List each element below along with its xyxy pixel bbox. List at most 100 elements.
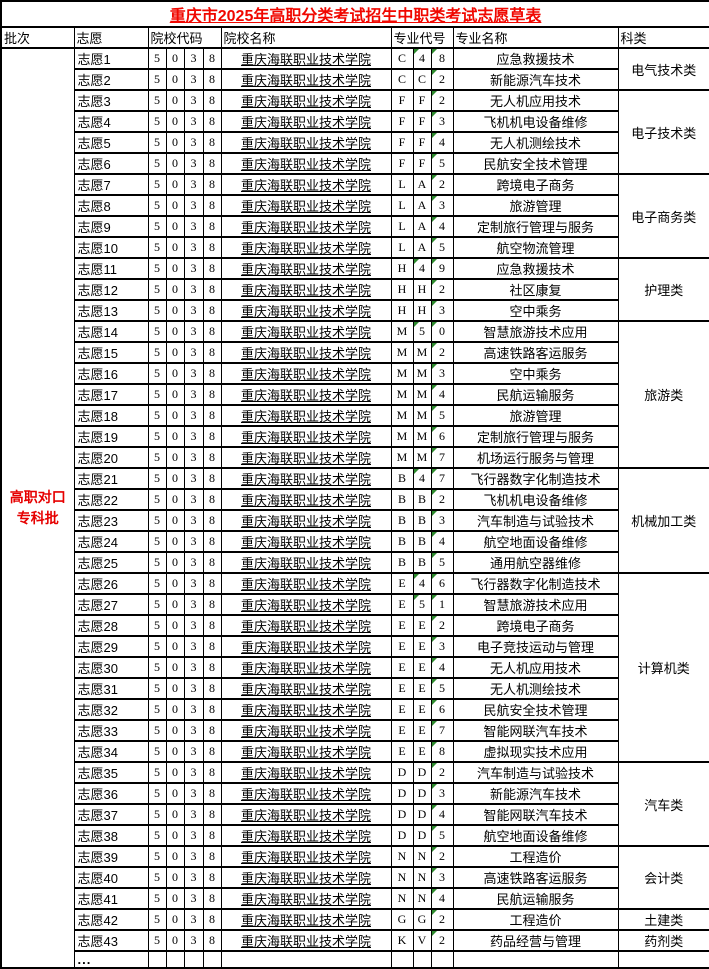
college-name-cell[interactable] <box>220 950 392 969</box>
category-cell[interactable] <box>617 950 709 969</box>
college-code-digit-cell[interactable]: 3 <box>183 89 204 112</box>
major-code-cell[interactable]: F <box>390 131 414 154</box>
major-name-cell[interactable]: 智能网联汽车技术 <box>452 803 619 826</box>
college-code-digit-cell[interactable]: 0 <box>165 635 185 658</box>
college-name-cell[interactable]: 重庆海联职业技术学院 <box>220 152 392 175</box>
major-code-cell[interactable]: B <box>412 509 432 532</box>
major-code-cell[interactable]: A <box>412 215 432 238</box>
college-name-cell[interactable]: 重庆海联职业技术学院 <box>220 362 392 385</box>
major-code-cell[interactable]: D <box>390 803 414 826</box>
college-code-digit-cell[interactable]: 5 <box>147 761 167 784</box>
major-code-cell[interactable]: F <box>412 110 432 133</box>
college-code-digit-cell[interactable]: 0 <box>165 845 185 868</box>
college-code-digit-cell[interactable]: 3 <box>183 299 204 322</box>
preference-cell[interactable]: 志愿18 <box>73 404 149 427</box>
college-code-digit-cell[interactable]: 0 <box>165 593 185 616</box>
preference-cell[interactable]: 志愿29 <box>73 635 149 658</box>
major-code-cell[interactable]: E <box>390 719 414 742</box>
college-code-digit-cell[interactable]: 8 <box>202 593 222 616</box>
college-name-cell[interactable]: 重庆海联职业技术学院 <box>220 110 392 133</box>
preference-cell[interactable]: 志愿25 <box>73 551 149 574</box>
category-cell[interactable]: 机械加工类 <box>617 467 709 574</box>
college-code-digit-cell[interactable]: 0 <box>165 530 185 553</box>
major-code-cell[interactable]: N <box>390 866 414 889</box>
college-code-digit-cell[interactable]: 5 <box>147 68 167 91</box>
major-name-cell[interactable]: 民航安全技术管理 <box>452 698 619 721</box>
preference-cell[interactable]: 志愿21 <box>73 467 149 490</box>
college-code-digit-cell[interactable]: 3 <box>183 383 204 406</box>
preference-cell[interactable]: ... <box>73 950 149 969</box>
major-code-cell[interactable]: 3 <box>430 299 454 322</box>
college-code-digit-cell[interactable]: 5 <box>147 152 167 175</box>
major-code-cell[interactable]: N <box>412 887 432 910</box>
major-name-cell[interactable]: 飞机机电设备维修 <box>452 110 619 133</box>
major-code-cell[interactable]: N <box>412 866 432 889</box>
preference-cell[interactable]: 志愿42 <box>73 908 149 931</box>
major-code-cell[interactable]: 4 <box>430 656 454 679</box>
college-name-cell[interactable]: 重庆海联职业技术学院 <box>220 614 392 637</box>
major-code-cell[interactable]: 5 <box>430 236 454 259</box>
major-code-cell[interactable]: 4 <box>430 530 454 553</box>
category-cell[interactable]: 护理类 <box>617 257 709 322</box>
college-code-digit-cell[interactable]: 8 <box>202 803 222 826</box>
major-code-cell[interactable]: D <box>412 761 432 784</box>
major-code-cell[interactable]: 2 <box>430 278 454 301</box>
preference-cell[interactable]: 志愿5 <box>73 131 149 154</box>
major-name-cell[interactable]: 机场运行服务与管理 <box>452 446 619 469</box>
major-code-cell[interactable]: 4 <box>430 215 454 238</box>
college-code-digit-cell[interactable]: 5 <box>147 656 167 679</box>
college-code-digit-cell[interactable]: 0 <box>165 509 185 532</box>
major-name-cell[interactable]: 跨境电子商务 <box>452 173 619 196</box>
major-code-cell[interactable]: D <box>390 761 414 784</box>
college-code-digit-cell[interactable]: 5 <box>147 698 167 721</box>
major-code-cell[interactable] <box>430 950 454 969</box>
college-code-digit-cell[interactable]: 0 <box>165 47 185 70</box>
preference-cell[interactable]: 志愿15 <box>73 341 149 364</box>
major-code-cell[interactable]: A <box>412 173 432 196</box>
major-code-cell[interactable]: 5 <box>412 320 432 343</box>
preference-cell[interactable]: 志愿27 <box>73 593 149 616</box>
preference-cell[interactable]: 志愿14 <box>73 320 149 343</box>
batch-cell[interactable]: 高职对口 专科批 <box>0 47 75 969</box>
college-code-digit-cell[interactable]: 0 <box>165 446 185 469</box>
college-code-digit-cell[interactable]: 8 <box>202 68 222 91</box>
college-code-digit-cell[interactable]: 3 <box>183 110 204 133</box>
preference-cell[interactable]: 志愿41 <box>73 887 149 910</box>
college-name-cell[interactable]: 重庆海联职业技术学院 <box>220 89 392 112</box>
college-code-digit-cell[interactable]: 8 <box>202 908 222 931</box>
college-code-digit-cell[interactable]: 3 <box>183 152 204 175</box>
college-name-cell[interactable]: 重庆海联职业技术学院 <box>220 698 392 721</box>
major-code-cell[interactable]: 4 <box>430 383 454 406</box>
college-name-cell[interactable]: 重庆海联职业技术学院 <box>220 929 392 952</box>
major-code-cell[interactable]: D <box>412 824 432 847</box>
college-code-digit-cell[interactable]: 8 <box>202 362 222 385</box>
preference-cell[interactable]: 志愿38 <box>73 824 149 847</box>
major-code-cell[interactable]: 5 <box>412 593 432 616</box>
major-code-cell[interactable]: M <box>390 320 414 343</box>
major-name-cell[interactable]: 民航运输服务 <box>452 383 619 406</box>
college-code-digit-cell[interactable]: 5 <box>147 782 167 805</box>
college-code-digit-cell[interactable]: 5 <box>147 362 167 385</box>
major-code-cell[interactable]: 3 <box>430 866 454 889</box>
college-code-digit-cell[interactable]: 5 <box>147 614 167 637</box>
major-code-cell[interactable]: 6 <box>430 425 454 448</box>
major-code-cell[interactable]: 9 <box>430 257 454 280</box>
major-code-cell[interactable]: M <box>412 425 432 448</box>
major-name-cell[interactable]: 无人机测绘技术 <box>452 677 619 700</box>
major-code-cell[interactable]: 7 <box>430 719 454 742</box>
major-code-cell[interactable]: E <box>412 635 432 658</box>
major-code-cell[interactable]: E <box>412 719 432 742</box>
major-code-cell[interactable]: 4 <box>430 887 454 910</box>
college-name-cell[interactable]: 重庆海联职业技术学院 <box>220 68 392 91</box>
major-code-cell[interactable]: 7 <box>430 446 454 469</box>
preference-cell[interactable]: 志愿24 <box>73 530 149 553</box>
college-code-digit-cell[interactable]: 0 <box>165 383 185 406</box>
major-code-cell[interactable]: F <box>390 89 414 112</box>
major-code-cell[interactable]: E <box>412 614 432 637</box>
major-code-cell[interactable]: M <box>412 362 432 385</box>
college-code-digit-cell[interactable]: 0 <box>165 236 185 259</box>
college-code-digit-cell[interactable]: 0 <box>165 551 185 574</box>
major-name-cell[interactable]: 汽车制造与试验技术 <box>452 509 619 532</box>
college-code-digit-cell[interactable]: 5 <box>147 257 167 280</box>
college-name-cell[interactable]: 重庆海联职业技术学院 <box>220 236 392 259</box>
